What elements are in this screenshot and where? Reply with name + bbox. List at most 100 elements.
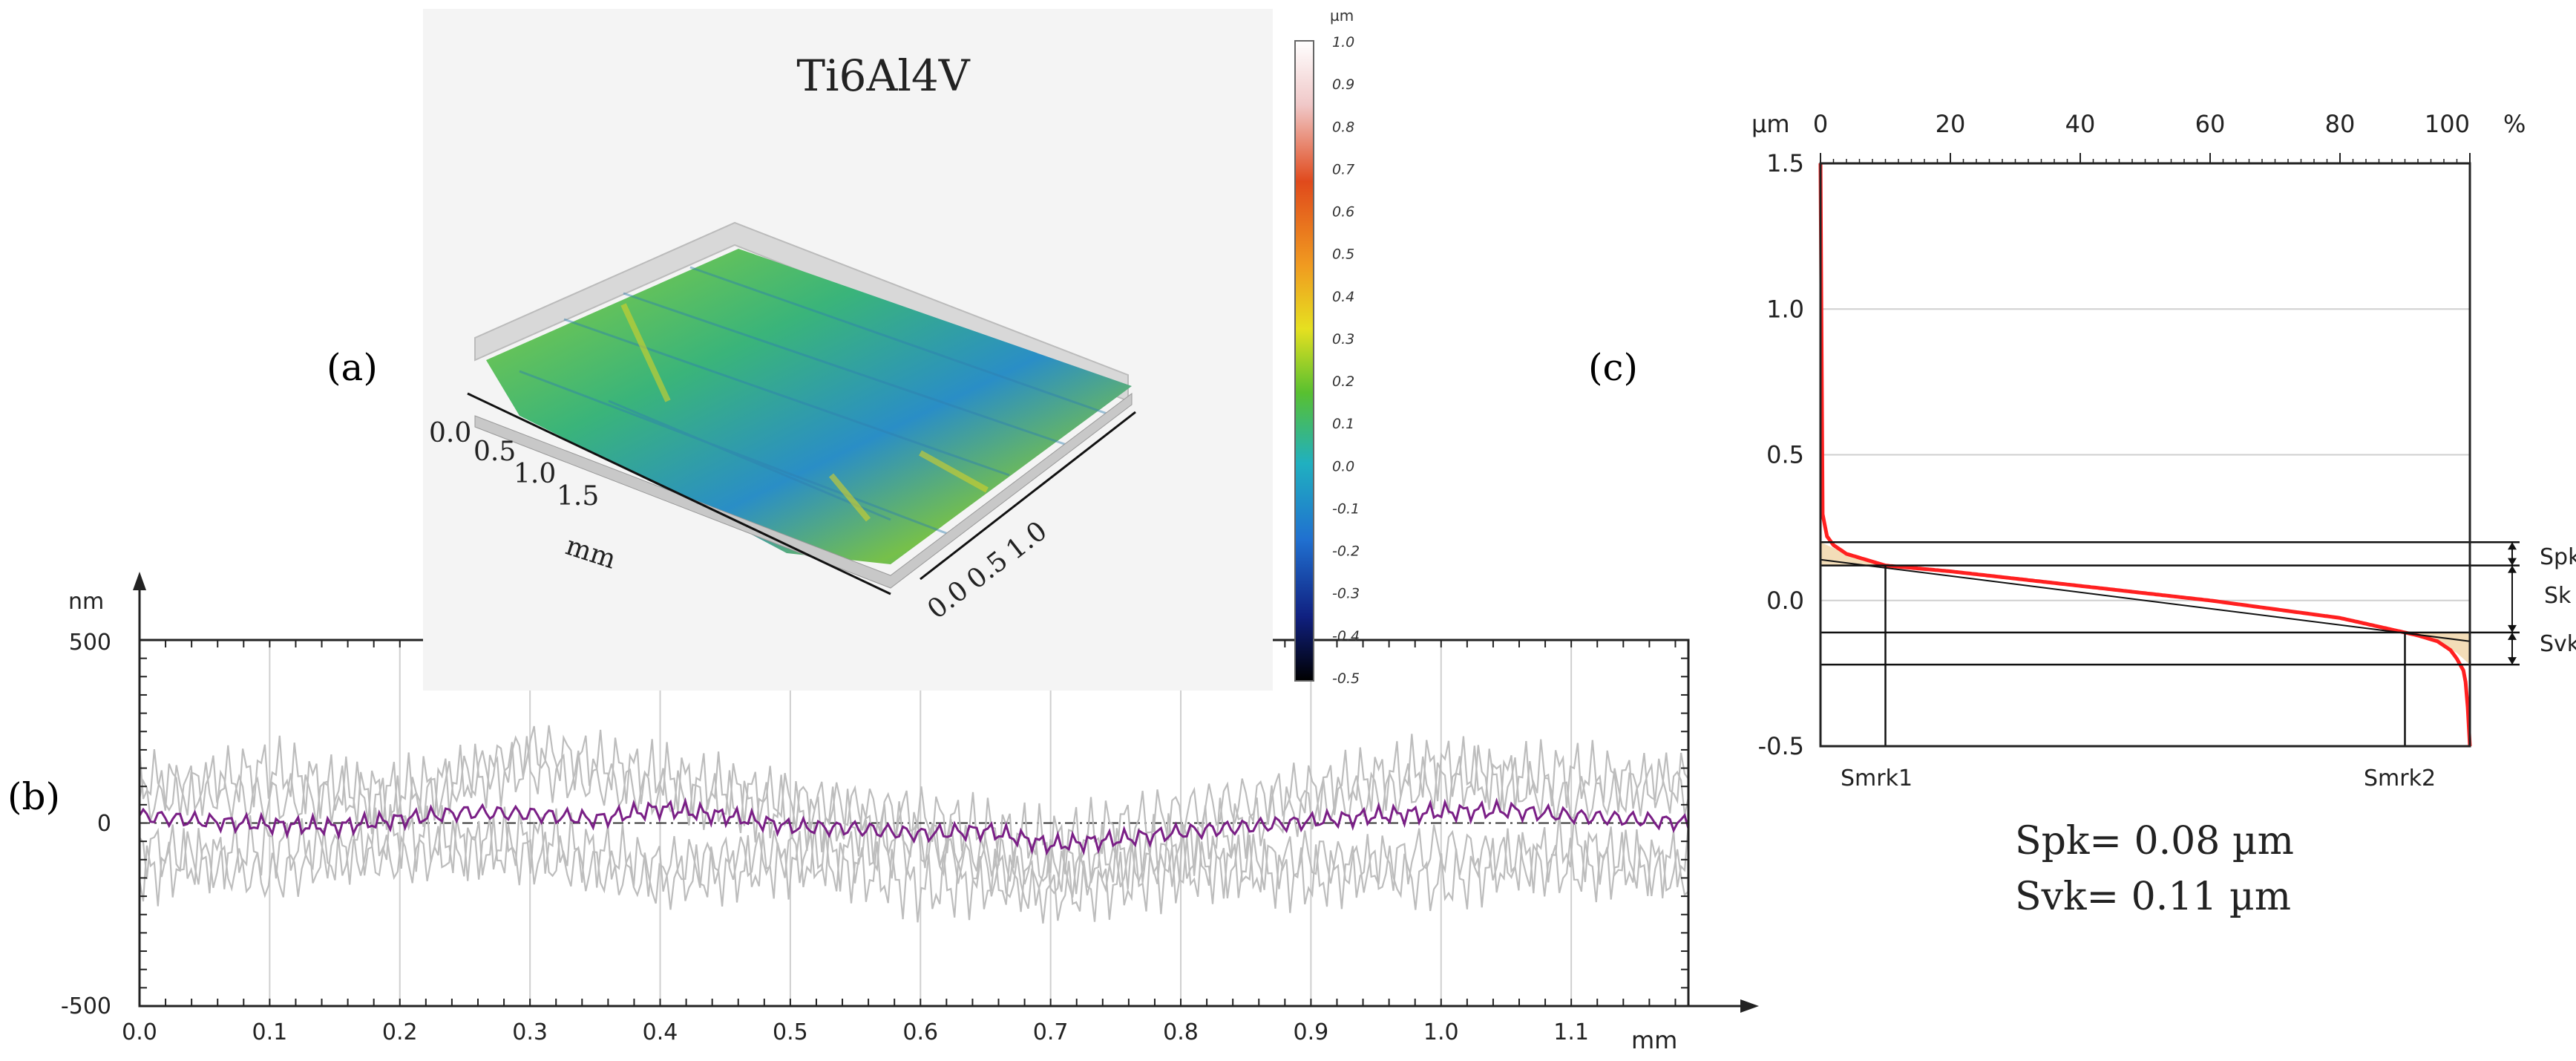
sk-dimension-head [2508, 565, 2517, 573]
inset-y-axis [920, 411, 1136, 581]
core-fit-line [1820, 558, 2471, 642]
profile-x-tick: 0.4 [643, 1019, 678, 1045]
result-spk: Spk= 0.08 µm [2015, 819, 2294, 864]
profile-x-tick: 0.2 [382, 1019, 418, 1045]
inset-x-axis [467, 392, 891, 595]
profile-line [139, 804, 1689, 924]
material-ratio-curve [1818, 163, 2472, 747]
profile-x-tick: 0.3 [512, 1019, 548, 1045]
inset-x-tick: 0.0 [429, 418, 471, 448]
curve-x-tick: 60 [2195, 110, 2226, 138]
profile-x-tick: 0.6 [902, 1019, 938, 1045]
curve-y-tick: 1.0 [1766, 295, 1804, 323]
profile-x-tick: 0.7 [1033, 1019, 1069, 1045]
smrk1-label: Smrk1 [1841, 765, 1913, 791]
profile-y-tick: -500 [61, 993, 111, 1019]
profile-x-tick: 0.0 [122, 1019, 157, 1045]
panel-label-b: (b) [7, 775, 60, 818]
colorbar-tick: 0.4 [1332, 289, 1354, 305]
profile-x-unit: mm [1631, 1026, 1677, 1054]
profile-y-unit: nm [68, 589, 104, 615]
colorbar-tick: 0.0 [1332, 458, 1354, 474]
curve-frame [1819, 153, 2520, 748]
roughness-surface [486, 249, 1132, 564]
curve-x-tick: 80 [2325, 110, 2356, 138]
curve-panel: (c) µm % 1.5 1.0 0.5 0.0 -0.5 0 20 40 60 80 100 S… [1588, 110, 2576, 919]
profile-y-ticks: 500 0 -500 [61, 630, 111, 1019]
curve-fill [1820, 542, 2470, 665]
profile-y-tick: 500 [69, 630, 111, 656]
profile-line [138, 806, 1690, 923]
colorbar-tick: 0.5 [1332, 247, 1354, 263]
profile-x-tick: 0.9 [1294, 1019, 1329, 1045]
profile-x-tick: 1.0 [1423, 1019, 1459, 1045]
curve-x-unit: % [2503, 110, 2526, 138]
curve-x-tick: 40 [2065, 110, 2096, 138]
curve-x-ticks: 0 20 40 60 80 100 [1813, 110, 2470, 138]
profile-line [138, 725, 1689, 875]
inset-title: Ti6Al4V [796, 50, 970, 101]
curve-x-tick: 0 [1813, 110, 1828, 138]
curve-y-ticks: 1.5 1.0 0.5 0.0 -0.5 [1758, 149, 1804, 760]
curve-x-tick: 100 [2425, 110, 2470, 138]
profile-panel: (b) nm mm 500 0 -500 0.0 0.1 0.2 0.3 0.4 0.5 0… [7, 572, 1759, 1054]
colorbar [1294, 40, 1314, 682]
profile-x-tick: 0.5 [773, 1019, 808, 1045]
panel-label-a: (a) [327, 346, 378, 389]
curve-y-tick: 1.5 [1766, 149, 1804, 177]
colorbar-tick: 1.0 [1332, 34, 1354, 50]
smrk2-label: Smrk2 [2364, 765, 2436, 791]
colorbar-tick: 0.6 [1332, 204, 1354, 221]
inset-x-tick: 1.0 [514, 459, 556, 489]
colorbar-tick: 0.8 [1332, 119, 1354, 135]
curve-y-unit: µm [1751, 110, 1790, 138]
inset-x-tick: 0.5 [473, 437, 516, 467]
profile-x-tick: 0.8 [1163, 1019, 1199, 1045]
colorbar-tick: 0.7 [1332, 161, 1354, 177]
colorbar-unit: µm [1330, 7, 1354, 25]
sk-dimension-head [2508, 624, 2517, 633]
colorbar-tick: 0.9 [1332, 76, 1354, 93]
colorbar-tick: -0.4 [1332, 628, 1360, 644]
profile-y-arrowhead [133, 572, 146, 590]
curve-y-tick: 0.5 [1766, 441, 1804, 469]
profile-x-arrowhead [1740, 999, 1759, 1013]
profile-y-tick: 0 [97, 811, 111, 837]
profile-mean-line [138, 797, 1690, 856]
colorbar-tick: 0.2 [1332, 373, 1354, 390]
colorbar-tick: -0.3 [1332, 586, 1360, 602]
svk-dimension-head [2508, 632, 2517, 640]
result-svk: Svk= 0.11 µm [2015, 875, 2291, 919]
surface-texture-yellow [620, 303, 989, 522]
curve-line [1818, 163, 2472, 747]
profile-x-ticks: 0.0 0.1 0.2 0.3 0.4 0.5 0.6 0.7 0.8 0.9 1.0 1.1 [122, 1019, 1589, 1045]
panel-label-c: (c) [1588, 346, 1638, 389]
curve-x-tick: 20 [1936, 110, 1966, 138]
colorbar-ticks: 1.0 0.9 0.8 0.7 0.6 0.5 0.4 0.3 0.2 0.1 0.0 -0.1 -0.… [1332, 34, 1360, 687]
inset-x-tick: 1.5 [557, 481, 599, 512]
region-label-spk: Spk [2540, 544, 2576, 570]
colorbar-tick: -0.2 [1332, 543, 1360, 560]
spk-dimension-head [2508, 542, 2517, 550]
profile-x-tick: 1.1 [1553, 1019, 1589, 1045]
spk-area [1820, 542, 1886, 566]
curve-grid [1820, 163, 2470, 747]
colorbar-tick: 0.3 [1332, 331, 1354, 347]
colorbar-tick: -0.1 [1332, 500, 1360, 517]
svk-area [2405, 632, 2470, 665]
profile-lines [138, 725, 1690, 924]
region-label-svk: Svk [2540, 631, 2576, 657]
colorbar-tick: -0.5 [1332, 670, 1360, 687]
inset-panel: (a) Ti6Al4V 0.0 0.5 1.0 1.5 mm 0.0 0.5 1… [327, 7, 1360, 691]
profile-x-tick: 0.1 [252, 1019, 288, 1045]
region-label-sk: Sk [2544, 583, 2572, 609]
surface-texture [519, 266, 1114, 536]
curve-region-labels: Spk Sk Svk [2540, 544, 2576, 657]
surface-base [474, 392, 1133, 589]
colorbar-tick: 0.1 [1332, 416, 1354, 432]
curve-y-tick: -0.5 [1758, 732, 1804, 760]
curve-y-tick: 0.0 [1766, 587, 1804, 615]
svk-dimension-head [2508, 657, 2517, 665]
spk-dimension-head [2508, 558, 2517, 566]
